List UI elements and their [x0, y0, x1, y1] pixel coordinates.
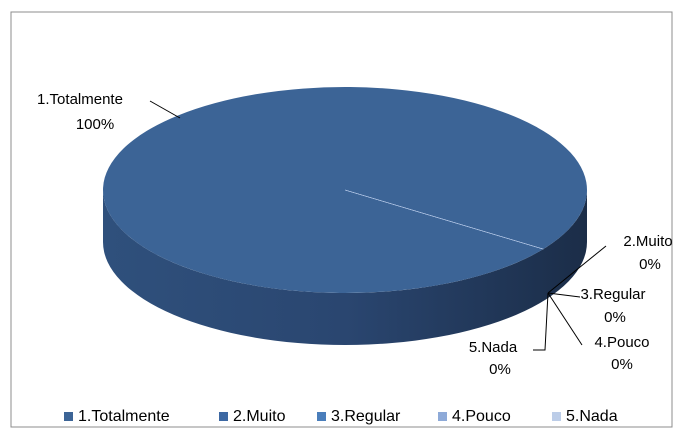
pie-side [103, 190, 587, 345]
legend: 1.Totalmente 2.Muito 3.Regular 4.Pouco 5.Nad… [64, 408, 618, 425]
legend-swatch [219, 412, 228, 421]
leader-line [547, 292, 581, 298]
leader-line [547, 292, 583, 346]
data-labels: 1.Totalmente 100% 2.Muito 0% 3.Regular 0% 4.Po… [37, 91, 673, 378]
data-label-value: 100% [76, 116, 114, 133]
legend-label: 1.Totalmente [78, 408, 170, 425]
leader-line [547, 245, 607, 294]
legend-label: 5.Nada [566, 408, 618, 425]
data-label-name: 1.Totalmente [37, 91, 123, 108]
data-label-value: 0% [611, 356, 633, 373]
legend-label: 4.Pouco [452, 408, 511, 425]
legend-swatch [64, 412, 73, 421]
data-label-name: 5.Nada [469, 339, 518, 356]
legend-swatch [438, 412, 447, 421]
legend-swatch [552, 412, 561, 421]
legend-label: 2.Muito [233, 408, 286, 425]
data-label-name: 2.Muito [623, 233, 672, 250]
data-label-name: 3.Regular [580, 286, 645, 303]
pie [102, 87, 587, 345]
data-label-value: 0% [489, 361, 511, 378]
data-label-name: 4.Pouco [594, 334, 649, 351]
legend-swatch [317, 412, 326, 421]
legend-label: 3.Regular [331, 408, 401, 425]
pie-slice [102, 87, 587, 293]
data-label-value: 0% [639, 256, 661, 273]
data-label-value: 0% [604, 309, 626, 326]
leader-line [533, 292, 549, 351]
leader-line [149, 100, 181, 119]
